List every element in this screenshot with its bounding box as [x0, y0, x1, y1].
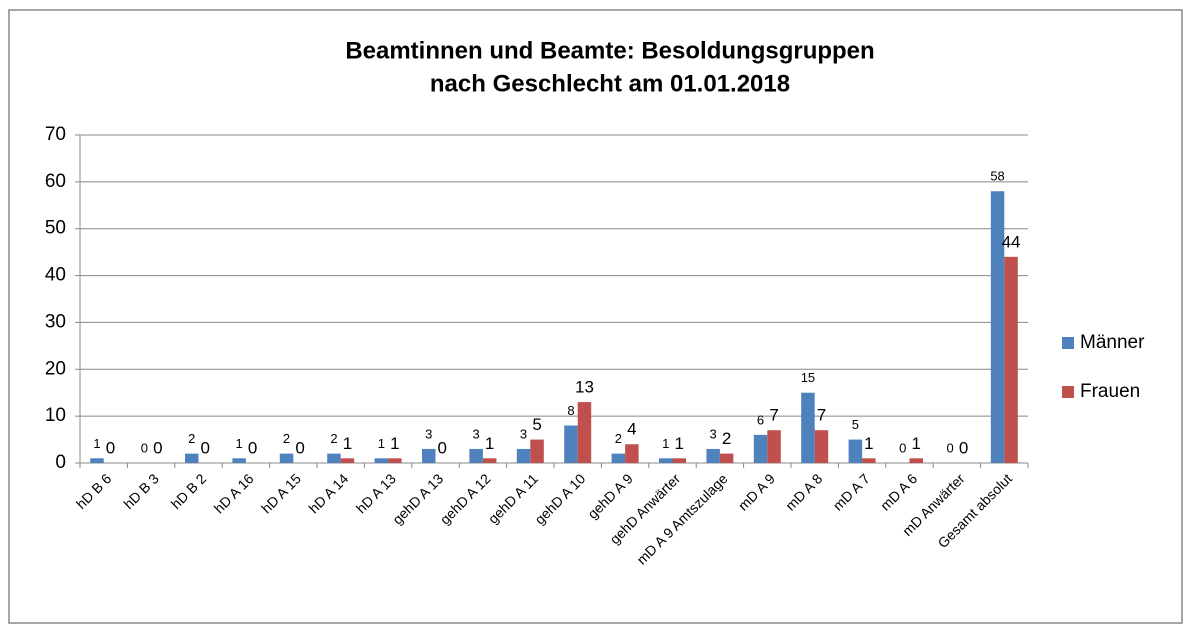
- data-label: 1: [343, 434, 352, 453]
- data-label: 0: [959, 438, 968, 457]
- bar: [422, 448, 436, 463]
- data-label: 1: [675, 434, 684, 453]
- bar: [340, 458, 355, 463]
- data-label: 8: [567, 403, 574, 418]
- bar: [814, 430, 829, 463]
- bar: [374, 458, 389, 463]
- legend-swatch: [1062, 337, 1074, 349]
- data-label: 44: [1002, 232, 1021, 251]
- legend-label: Männer: [1080, 332, 1145, 353]
- data-label: 0: [106, 438, 115, 457]
- chart-title: nach Geschlecht am 01.01.2018: [430, 70, 790, 97]
- data-label: 0: [295, 438, 304, 457]
- y-tick-label: 70: [45, 124, 66, 145]
- data-label: 5: [852, 417, 859, 432]
- data-label: 3: [473, 426, 480, 441]
- bar: [577, 402, 592, 463]
- y-tick-label: 60: [45, 171, 66, 192]
- bar: [279, 453, 294, 463]
- data-label: 0: [947, 440, 954, 455]
- data-label: 58: [990, 169, 1004, 184]
- legend-swatch: [1062, 386, 1074, 398]
- data-label: 7: [769, 406, 778, 425]
- data-label: 3: [425, 426, 432, 441]
- bar: [469, 448, 483, 463]
- y-tick-label: 30: [45, 311, 66, 332]
- bar: [90, 458, 104, 463]
- data-label: 0: [201, 438, 210, 457]
- data-label: 1: [390, 434, 399, 453]
- data-label: 1: [864, 434, 873, 453]
- bar: [659, 458, 673, 463]
- y-tick-label: 0: [55, 452, 66, 473]
- bar: [232, 458, 246, 463]
- bar: [719, 453, 734, 463]
- data-label: 1: [93, 436, 100, 451]
- legend-label: Frauen: [1080, 381, 1140, 402]
- bar: [327, 453, 341, 463]
- y-tick-label: 10: [45, 405, 66, 426]
- bar: [185, 453, 199, 463]
- bar: [564, 425, 578, 463]
- bar: [1004, 256, 1018, 463]
- data-label: 2: [188, 431, 195, 446]
- data-label: 2: [722, 429, 731, 448]
- bar: [767, 430, 781, 463]
- data-label: 6: [757, 412, 764, 427]
- bar: [706, 448, 720, 463]
- bar: [388, 458, 402, 463]
- data-label: 13: [575, 378, 594, 397]
- data-label: 1: [662, 436, 669, 451]
- bar: [625, 444, 639, 463]
- bar: [530, 439, 544, 463]
- data-label: 15: [801, 370, 815, 385]
- data-label: 0: [899, 440, 906, 455]
- chart-frame: [8, 9, 1183, 624]
- data-label: 4: [627, 420, 636, 439]
- data-label: 3: [710, 426, 717, 441]
- bar: [862, 458, 876, 463]
- bar: [753, 434, 768, 463]
- bar: [848, 439, 863, 463]
- data-label: 7: [817, 406, 826, 425]
- data-label: 1: [378, 436, 385, 451]
- data-label: 0: [153, 438, 162, 457]
- data-label: 1: [485, 434, 494, 453]
- data-label: 1: [236, 436, 243, 451]
- y-tick-label: 40: [45, 265, 66, 286]
- bar: [909, 458, 923, 463]
- data-label: 2: [330, 431, 337, 446]
- chart-title: Beamtinnen und Beamte: Besoldungsgruppen: [345, 37, 874, 64]
- data-label: 1: [912, 434, 921, 453]
- bar: [482, 458, 497, 463]
- data-label: 0: [141, 440, 148, 455]
- y-tick-label: 50: [45, 218, 66, 239]
- bar: [611, 453, 626, 463]
- bar: [801, 392, 815, 463]
- data-label: 0: [438, 438, 447, 457]
- data-label: 2: [615, 431, 622, 446]
- bar: [990, 191, 1005, 463]
- data-label: 3: [520, 426, 527, 441]
- data-label: 5: [532, 415, 541, 434]
- y-tick-label: 20: [45, 358, 66, 379]
- data-label: 2: [283, 431, 290, 446]
- bar: [672, 458, 686, 463]
- data-label: 0: [248, 438, 257, 457]
- bar: [516, 448, 531, 463]
